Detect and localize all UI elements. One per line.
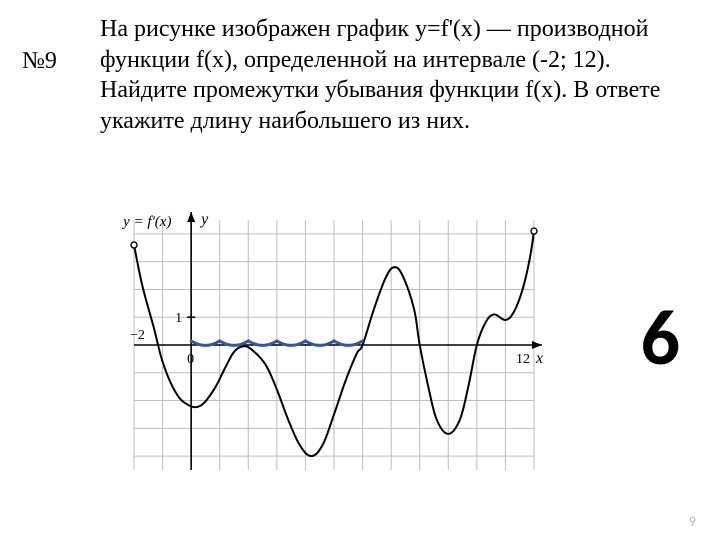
- task-text: На рисунке изображен график y=f'(x) — пр…: [100, 14, 680, 137]
- svg-text:x: x: [535, 350, 543, 367]
- derivative-chart: y = f'(x) y x 1 0 −2 12: [64, 200, 554, 490]
- svg-text:0: 0: [187, 352, 194, 367]
- svg-text:y: y: [199, 211, 209, 228]
- svg-text:y = f'(x): y = f'(x): [121, 214, 171, 230]
- page-number: 9: [689, 513, 696, 530]
- task-number: №9: [22, 48, 57, 75]
- svg-text:−2: −2: [130, 328, 145, 343]
- svg-text:1: 1: [175, 311, 182, 326]
- svg-text:12: 12: [516, 352, 530, 367]
- answer-value: 6: [640, 290, 680, 385]
